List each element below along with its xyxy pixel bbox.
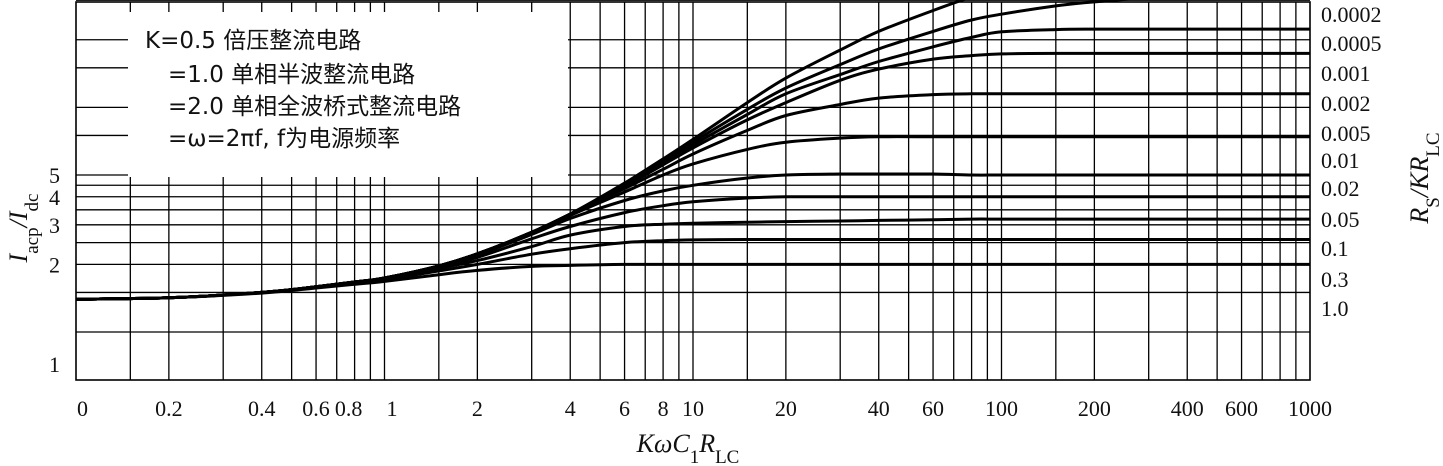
curves: [75, 0, 1311, 301]
x-tick-label: 0.4: [248, 396, 276, 421]
right-axis-label: RS/KRLC: [1405, 132, 1443, 224]
x-tick-label: 200: [1078, 396, 1111, 421]
y-tick-labels: 1 2 3 45: [49, 163, 60, 377]
x-tick-label: 0.2: [155, 396, 183, 421]
series-label-0.002: 0.002: [1321, 91, 1371, 116]
legend-line: K=0.5 倍压整流电路: [145, 28, 361, 54]
x-axis-label: KωC1RLC: [636, 429, 740, 466]
series-label-0.0002: 0.0002: [1321, 2, 1382, 27]
series-label-0.01: 0.01: [1321, 148, 1360, 173]
x-tick-label: 2: [472, 396, 483, 421]
x-tick-label: 0.6: [302, 396, 330, 421]
legend-line: =2.0 单相全波桥式整流电路: [168, 94, 461, 120]
series-label-0.001: 0.001: [1321, 61, 1371, 86]
x-tick-label: 20: [775, 396, 797, 421]
legend-line: =ω=2πf, f为电源频率: [168, 126, 400, 152]
x-tick-label: 1: [387, 396, 398, 421]
y-tick-label: 1: [49, 352, 60, 377]
x-tick-label: 400: [1171, 396, 1204, 421]
x-tick-label: 100: [985, 396, 1018, 421]
y-axis-label: Iacp/Idc: [4, 194, 43, 264]
x-tick-label: 1000: [1288, 396, 1332, 421]
x-tick-label: 10: [682, 396, 704, 421]
series-label-0.1: 0.1: [1321, 236, 1349, 261]
x-tick-label: 4: [565, 396, 576, 421]
legend-box: [128, 12, 568, 177]
x-tick-label: 60: [922, 396, 944, 421]
x-tick-label: 0.8: [335, 396, 363, 421]
series-line-1.0: [75, 262, 1310, 301]
y-tick-label: 3: [49, 213, 60, 238]
series-label-0.05: 0.05: [1321, 207, 1360, 232]
y-tick-label: 2: [49, 252, 60, 277]
x-tick-labels: 0 0.2 0.4 0.6 0.8 1 2 4 6 8 10 20 40 60 100 200 400 600 10…: [77, 396, 1332, 421]
series-label-0.3: 0.3: [1321, 267, 1349, 292]
legend-line: =1.0 单相半波整流电路: [168, 62, 415, 88]
legend: K=0.5 倍压整流电路 =1.0 单相半波整流电路 =2.0 单相全波桥式整流电路…: [145, 28, 461, 152]
y-tick-label: 5: [49, 163, 60, 188]
x-tick-label: 8: [658, 396, 669, 421]
series-label-0.005: 0.005: [1321, 121, 1371, 146]
y-tick-label: 4: [49, 185, 60, 210]
x-tick-label: 6: [619, 396, 630, 421]
series-label-1.0: 1.0: [1321, 296, 1349, 321]
series-label-0.0005: 0.0005: [1321, 31, 1382, 56]
plot-frame: [75, 1, 1311, 381]
x-tick-label: 0: [77, 396, 88, 421]
x-tick-label: 600: [1225, 396, 1258, 421]
series-label-0.02: 0.02: [1321, 176, 1360, 201]
x-tick-label: 40: [868, 396, 890, 421]
